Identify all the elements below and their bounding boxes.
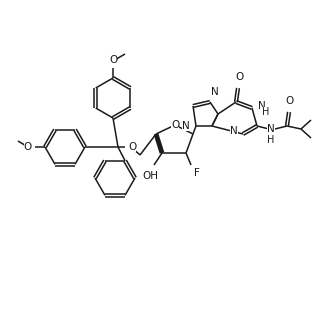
Text: N: N [258, 101, 266, 111]
Text: H: H [267, 135, 275, 145]
Text: O: O [235, 72, 243, 82]
Text: N: N [182, 121, 190, 131]
Text: OH: OH [142, 171, 158, 181]
Text: N: N [230, 126, 238, 136]
Text: N: N [211, 87, 219, 97]
Text: O: O [128, 142, 136, 152]
Text: H: H [262, 107, 269, 117]
Text: O: O [109, 55, 117, 65]
Text: N: N [267, 124, 275, 134]
Text: O: O [171, 120, 179, 130]
Text: O: O [24, 142, 32, 152]
Text: O: O [286, 96, 294, 106]
Text: F: F [194, 168, 200, 178]
